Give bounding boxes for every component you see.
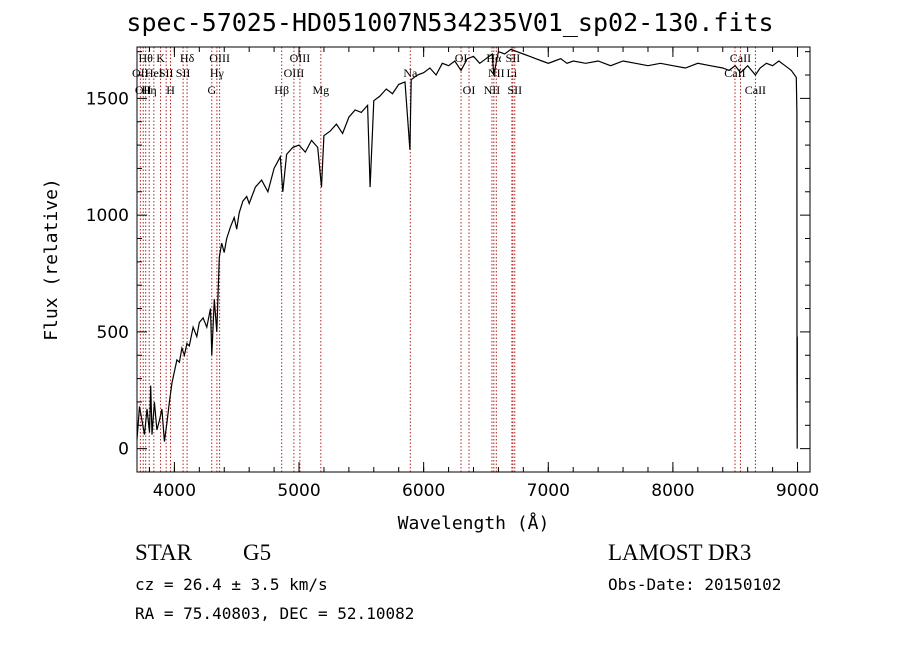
survey-name: LAMOST DR3 — [608, 540, 752, 565]
line-label: Hα — [486, 51, 502, 65]
line-label: NII — [484, 83, 501, 97]
line-label: SII — [506, 51, 521, 65]
line-label: Hγ — [210, 66, 225, 80]
y-axis-label: Flux (relative) — [41, 178, 62, 341]
line-label: OII — [135, 83, 152, 97]
tick-labels: 4000 5000 6000 7000 8000 9000 0 500 1000 1500 — [86, 89, 819, 501]
y-tick-label: 0 — [118, 440, 129, 460]
line-label: Hθ — [139, 51, 154, 65]
line-label: K — [156, 51, 165, 65]
axis-ticks — [137, 47, 810, 473]
line-label: Hη — [142, 83, 157, 97]
line-label: OIII — [209, 51, 230, 65]
line-label: Hβ — [274, 83, 289, 97]
spectrum-line — [136, 48, 798, 449]
coordinates: RA = 75.40803, DEC = 52.10082 — [135, 604, 415, 623]
line-label: Mg — [312, 83, 329, 97]
y-tick-label: 1500 — [86, 89, 129, 109]
line-label: SII — [159, 66, 174, 80]
x-axis-label: Wavelength (Å) — [398, 512, 550, 534]
y-tick-label: 500 — [97, 323, 129, 343]
spectrum-series — [136, 48, 798, 449]
line-label: CaII — [745, 83, 766, 97]
x-tick-label: 6000 — [402, 481, 445, 501]
line-label: OII — [132, 66, 149, 80]
line-label: H — [166, 83, 175, 97]
line-label: CaII — [730, 51, 751, 65]
line-label: NII — [488, 66, 505, 80]
object-class: STAR — [135, 540, 192, 565]
obs-date: Obs-Date: 20150102 — [608, 575, 782, 594]
line-label: CaII — [724, 66, 745, 80]
line-label: HeI — [145, 66, 163, 80]
y-tick-label: 1000 — [86, 206, 129, 226]
x-tick-label: 7000 — [527, 481, 570, 501]
chart-title: spec-57025-HD051007N534235V01_sp02-130.f… — [126, 8, 774, 37]
line-label: SII — [507, 83, 522, 97]
line-label: G — [207, 83, 216, 97]
x-tick-label: 8000 — [651, 481, 694, 501]
object-subclass: G5 — [243, 540, 272, 565]
plot-frame — [136, 46, 811, 473]
line-label: Hδ — [180, 51, 195, 65]
line-label: OIII — [290, 51, 311, 65]
line-label: Li — [507, 66, 518, 80]
x-tick-label: 9000 — [776, 481, 819, 501]
reference-lines — [139, 47, 756, 472]
line-label: Na — [403, 66, 418, 80]
line-labels: OIIOIIHθHηHeIKSIIHHδSIIGHγOIIIHβOIIIOIII… — [132, 51, 766, 97]
line-label: OI — [455, 51, 468, 65]
line-label: OI — [463, 83, 476, 97]
redshift-cz: cz = 26.4 ± 3.5 km/s — [135, 575, 328, 594]
line-label: SII — [176, 66, 191, 80]
line-label: OIII — [284, 66, 305, 80]
x-tick-label: 4000 — [153, 481, 196, 501]
x-tick-label: 5000 — [277, 481, 320, 501]
